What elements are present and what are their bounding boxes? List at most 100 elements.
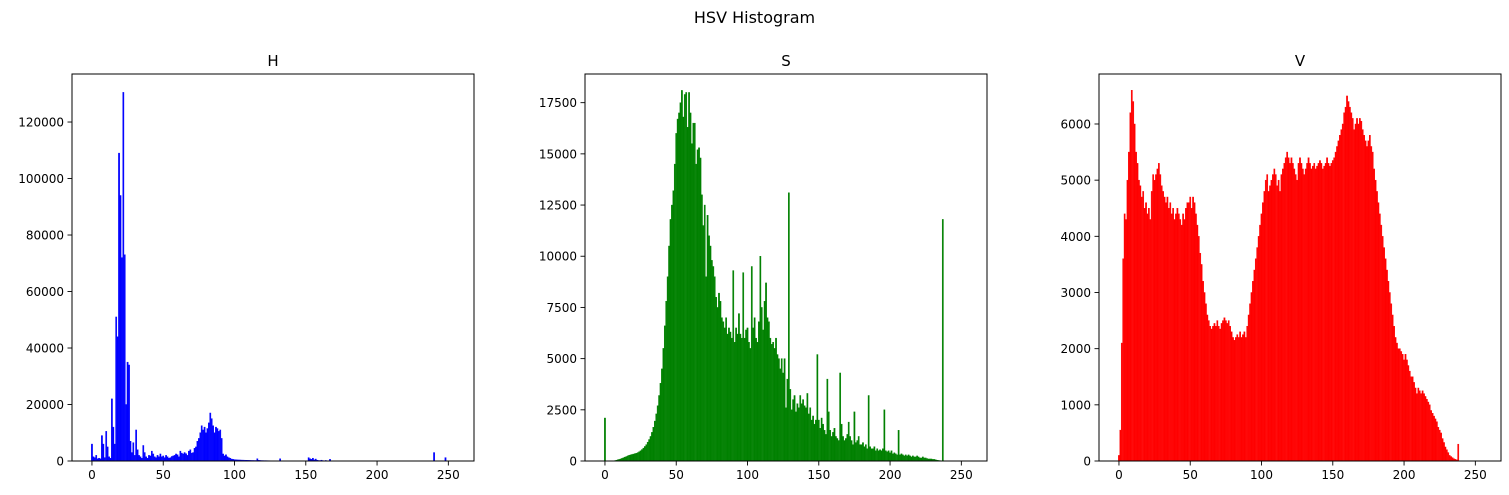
bar-v-158: [1343, 112, 1346, 462]
bar-v-96: [1254, 258, 1257, 462]
bar-s-163: [836, 438, 839, 462]
bar-v-193: [1393, 326, 1395, 462]
bar-s-117: [770, 344, 773, 462]
x-tick-label-h-50: 50: [156, 468, 171, 482]
bar-v-147: [1327, 163, 1330, 462]
bar-s-168: [843, 440, 846, 462]
bar-v-131: [1304, 168, 1307, 462]
bar-s-35: [654, 420, 656, 462]
bar-v-43: [1179, 219, 1182, 462]
bar-v-29: [1159, 174, 1162, 462]
bar-s-28: [644, 446, 646, 462]
bar-v-191: [1390, 303, 1393, 462]
bar-v-151: [1333, 157, 1336, 462]
bar-s-139: [802, 399, 804, 462]
bar-s-109: [759, 256, 762, 462]
bar-s-203: [893, 452, 896, 462]
x-tick-label-s-0: 0: [601, 468, 609, 482]
bar-h-57: [172, 455, 175, 462]
bar-v-130: [1303, 174, 1306, 462]
bar-s-67: [699, 157, 702, 462]
bar-h-90: [219, 429, 222, 462]
bar-v-57: [1199, 252, 1202, 462]
bar-h-36: [142, 445, 145, 462]
histogram-v: 0 50 100 150 200 250 0 1000 2000 3000 4000 5000 6000…: [1060, 52, 1502, 482]
bar-v-194: [1394, 337, 1397, 462]
bar-s-25: [639, 450, 642, 462]
bar-s-176: [855, 442, 857, 462]
bar-s-89: [730, 337, 733, 462]
bar-h-59: [175, 453, 177, 462]
bar-v-173: [1364, 140, 1367, 462]
bar-v-91: [1247, 314, 1250, 462]
bar-s-46: [669, 219, 672, 462]
bar-s-111: [762, 329, 765, 462]
bar-v-129: [1302, 168, 1304, 462]
bar-s-49: [673, 163, 676, 462]
bar-h-12: [108, 456, 110, 462]
bar-v-138: [1314, 168, 1317, 462]
bar-s-183: [864, 444, 867, 462]
bar-v-6: [1126, 179, 1129, 462]
bar-s-125: [782, 372, 784, 462]
bar-v-175: [1367, 140, 1370, 462]
bar-v-46: [1183, 219, 1186, 462]
bar-v-59: [1202, 281, 1204, 462]
bar-s-211: [904, 454, 907, 462]
bar-h-58: [173, 455, 176, 462]
bar-s-140: [803, 405, 806, 462]
bar-s-102: [749, 348, 752, 462]
bar-v-66: [1212, 326, 1214, 462]
bar-v-229: [1444, 446, 1447, 462]
bar-s-223: [922, 456, 924, 462]
y-tick-label-s-17500: 17500: [539, 96, 577, 110]
bar-h-50: [162, 455, 165, 462]
bar-s-20: [632, 453, 635, 462]
bar-s-177: [856, 440, 859, 462]
y-tick-label-s-15000: 15000: [539, 147, 577, 161]
bar-h-91: [220, 438, 223, 462]
bar-v-80: [1232, 337, 1234, 462]
bar-v-103: [1264, 179, 1267, 462]
bar-s-174: [852, 444, 854, 462]
bar-v-168: [1357, 123, 1360, 462]
bar-h-79: [203, 426, 206, 462]
bar-h-8: [102, 443, 105, 462]
bar-v-70: [1217, 326, 1220, 462]
bar-s-60: [689, 112, 692, 462]
bar-s-170: [846, 434, 849, 462]
bar-v-205: [1410, 376, 1413, 462]
bar-h-37: [143, 452, 146, 462]
bar-v-14: [1138, 179, 1140, 462]
bar-v-36: [1169, 202, 1172, 462]
bar-s-128: [786, 378, 789, 462]
bar-v-215: [1424, 396, 1427, 462]
bar-v-7: [1128, 151, 1130, 462]
bar-v-0: [1118, 455, 1120, 462]
bar-v-206: [1411, 376, 1414, 462]
bar-h-73: [195, 446, 197, 462]
bar-s-196: [883, 409, 886, 462]
bar-s-219: [916, 455, 918, 462]
bar-h-1: [92, 456, 95, 462]
bar-v-62: [1206, 314, 1209, 462]
chart-title-s: S: [781, 52, 791, 70]
bar-s-14: [624, 456, 626, 462]
bar-v-122: [1292, 163, 1294, 462]
bar-s-82: [721, 317, 723, 462]
bar-v-119: [1287, 157, 1290, 462]
bar-v-23: [1150, 191, 1153, 462]
bar-h-66: [185, 453, 187, 462]
bar-v-94: [1252, 281, 1254, 462]
bar-v-124: [1294, 174, 1297, 462]
bar-s-193: [879, 449, 881, 462]
bar-v-83: [1236, 334, 1239, 462]
bar-h-47: [158, 456, 160, 462]
bar-v-4: [1123, 213, 1126, 462]
bar-v-27: [1156, 168, 1159, 462]
bar-v-106: [1269, 185, 1271, 462]
bar-s-83: [722, 321, 725, 462]
bar-v-200: [1403, 359, 1405, 462]
bar-s-79: [716, 307, 719, 462]
bar-s-33: [651, 432, 653, 462]
